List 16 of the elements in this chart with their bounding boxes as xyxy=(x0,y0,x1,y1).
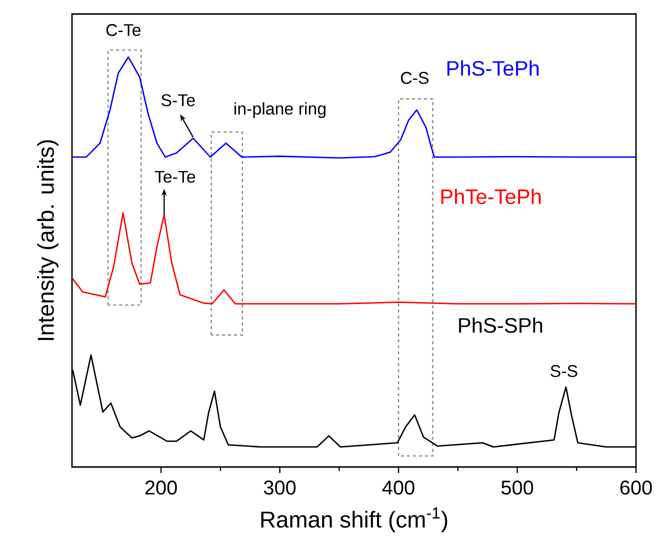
x-tick-label: 400 xyxy=(382,480,414,495)
text: PhS-TePh xyxy=(447,60,539,76)
annotation: in-plane ring xyxy=(234,102,326,118)
annotation: Te-Te xyxy=(154,170,196,183)
text: PhTe-TePh xyxy=(441,188,541,204)
x-axis-title: Raman shift (cm$^{-1}$) xyxy=(261,507,448,532)
annotation: S-S xyxy=(550,365,578,378)
annotation: S-Te xyxy=(161,94,195,106)
x-tick-label: 500 xyxy=(501,480,534,495)
annotation: C-S xyxy=(400,72,428,84)
x-tick-label: 600 xyxy=(620,480,652,495)
x-tick-label: 200 xyxy=(145,480,177,495)
x-tick-label: 300 xyxy=(264,480,296,495)
text: PhS-SPh xyxy=(459,317,542,333)
y-axis-title: Intensity (arb. units) xyxy=(37,140,58,340)
annotation: C-Te xyxy=(106,24,141,36)
